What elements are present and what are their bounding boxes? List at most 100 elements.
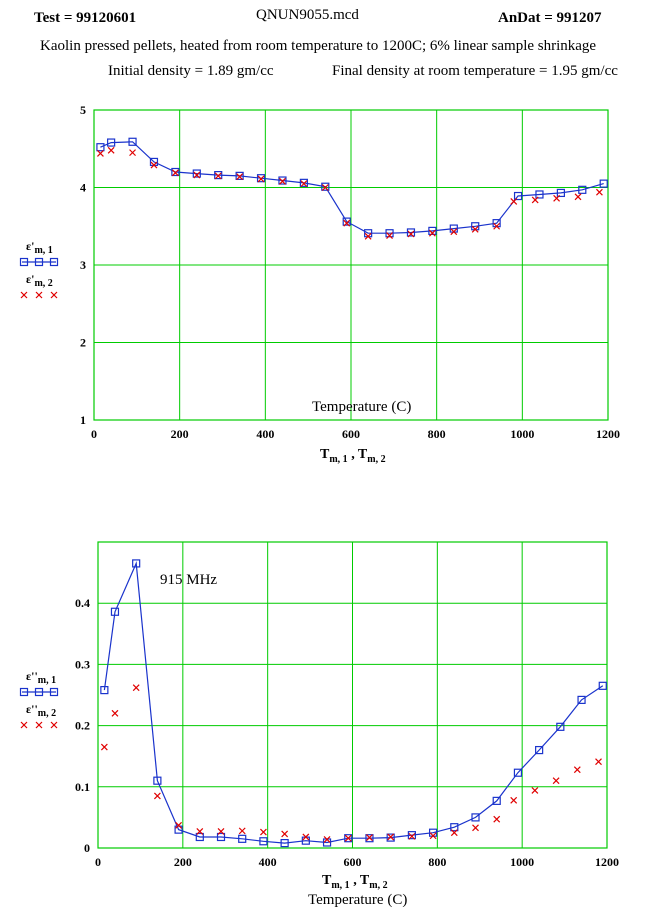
data-point [216,832,226,842]
data-point [128,137,137,146]
chart-annotation: 915 MHz [160,572,217,588]
data-point [493,815,501,823]
legend-cross [35,721,43,729]
data-point [195,832,204,842]
x-tick-label: 400 [259,855,277,869]
data-point [513,191,523,201]
y-tick-label: 3 [80,258,86,272]
legend-cross [35,291,43,299]
data-point [192,169,201,178]
data-point [343,219,351,227]
data-point [344,834,352,842]
data-point [598,681,607,690]
data-point [279,177,286,185]
x-tick-label: 200 [171,427,189,441]
data-point [175,821,183,829]
data-point [300,180,308,188]
final-density-label: Final density at room temperature = 1.95… [332,63,618,79]
x-tick-label: 400 [256,427,274,441]
data-point [321,182,330,191]
y-tick-label: 5 [80,103,86,117]
data-point [193,171,201,179]
legend-cross [20,721,28,729]
legend-cross [50,721,58,729]
x-tick-label: 1200 [595,855,619,869]
x-tick-label: 800 [428,855,446,869]
data-point [214,171,223,180]
data-point [280,839,289,848]
data-point [366,834,373,842]
plot-frame [93,109,609,421]
legend-cross [20,291,28,299]
data-point [407,230,415,238]
andat-label: AnDat = 991207 [498,10,602,26]
data-point [238,834,247,843]
data-point [238,827,246,835]
data-point [406,228,416,237]
data-point [132,684,140,692]
y-tick-label: 0.1 [75,780,90,794]
data-point [96,143,105,152]
y-tick-label: 4 [80,181,86,195]
data-point [556,722,565,731]
data-point [553,194,561,202]
data-point [107,146,115,154]
data-point [472,824,479,832]
data-point [595,758,602,766]
test-number-label: Test = 99120601 [34,10,137,26]
data-point [132,559,141,568]
file-name-label: QNUN9055.mcd [256,7,359,23]
data-point [196,828,204,835]
data-point [97,149,104,157]
y-tick-label: 0.3 [75,657,90,671]
y-tick-label: 0.2 [75,719,90,733]
legend-square [19,257,29,267]
legend-series2-marker [20,721,58,729]
x-axis-label: Tm, 1 , Tm, 2 [322,873,388,891]
data-point [492,796,501,805]
data-point [510,796,518,804]
data-point [171,167,180,177]
data-point [513,768,523,777]
data-point [171,169,179,177]
y-tick-label: 1 [80,413,86,427]
y-tick-label: 2 [80,336,86,350]
data-point [257,175,265,183]
data-point [450,228,458,236]
data-point [429,832,437,840]
x-tick-label: 1200 [596,427,620,441]
data-point [450,829,458,837]
sample-description: Kaolin pressed pellets, heated from room… [40,38,597,54]
data-point [428,226,437,235]
legend-series1-marker [19,257,59,267]
legend-cross [50,291,58,299]
data-point [278,176,287,185]
series-line [103,561,604,844]
x-tick-label: 800 [428,427,446,441]
chart-annotation: Temperature (C) [312,399,411,415]
data-point [386,232,393,239]
data-point [493,222,501,230]
data-point [110,607,120,616]
x-tick-label: 1000 [510,427,534,441]
y-tick-label: 0.4 [75,596,90,610]
plot-frame [97,541,608,849]
y-tick-label: 0 [84,841,90,855]
data-point [259,837,268,846]
tick-labels: 0 200 400 600 800 1000 1200 1 2 3 4 5 [80,103,620,441]
data-point [573,766,581,774]
data-point [299,178,308,187]
legend-square [34,687,44,697]
data-point [471,225,479,233]
data-point [531,196,539,204]
data-point [321,184,329,191]
x-tick-label: 600 [342,427,360,441]
data-point [531,787,539,794]
legend-series2-marker [20,291,58,299]
data-point [471,813,480,822]
legend: ε''m, 1 ε''m, 2 [19,669,59,729]
initial-density-label: Initial density = 1.89 gm/cc [108,63,274,79]
data-point [153,792,161,800]
